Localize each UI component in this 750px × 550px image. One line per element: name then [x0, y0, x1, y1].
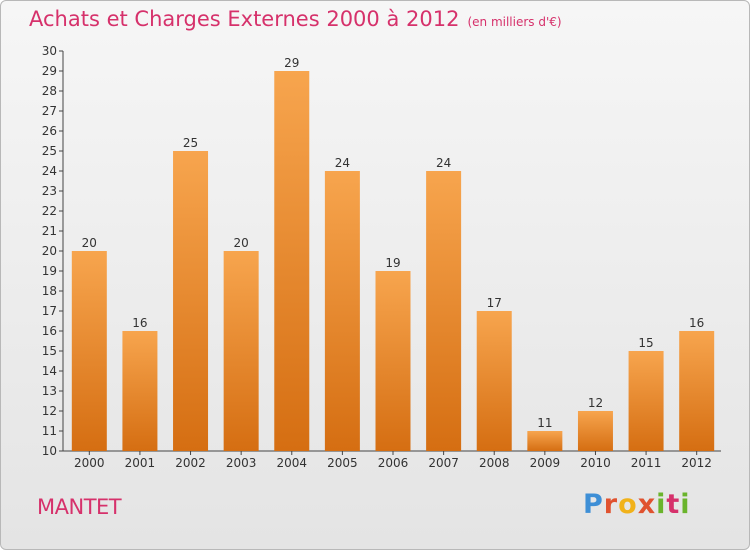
x-tick-label: 2012 [681, 456, 712, 470]
bar [628, 351, 664, 451]
bar-value-label: 12 [588, 396, 603, 410]
bar-value-label: 20 [234, 236, 249, 250]
x-tick-label: 2003 [226, 456, 257, 470]
y-tick-label: 14 [42, 364, 57, 378]
x-tick-label: 2007 [428, 456, 459, 470]
bar [223, 251, 259, 451]
x-tick-label: 2009 [530, 456, 561, 470]
bar-value-label: 19 [385, 256, 400, 270]
bar [476, 311, 512, 451]
y-tick-label: 20 [42, 244, 57, 258]
bar [324, 171, 360, 451]
bar-value-label: 16 [689, 316, 704, 330]
commune-name: MANTET [37, 495, 122, 519]
y-tick-label: 18 [42, 284, 57, 298]
x-tick-label: 2002 [175, 456, 206, 470]
x-tick-label: 2001 [125, 456, 156, 470]
bar [426, 171, 462, 451]
bar-value-label: 24 [335, 156, 350, 170]
y-tick-label: 12 [42, 404, 57, 418]
y-tick-label: 13 [42, 384, 57, 398]
bar [577, 411, 613, 451]
y-tick-label: 28 [42, 84, 57, 98]
title-text: Achats et Charges Externes 2000 à 2012 [29, 7, 460, 31]
bar-value-label: 11 [537, 416, 552, 430]
y-tick-label: 16 [42, 324, 57, 338]
y-tick-label: 26 [42, 124, 57, 138]
bar-value-label: 17 [487, 296, 502, 310]
y-tick-label: 15 [42, 344, 57, 358]
x-tick-label: 2000 [74, 456, 105, 470]
y-tick-label: 23 [42, 184, 57, 198]
x-tick-label: 2011 [631, 456, 662, 470]
y-tick-label: 29 [42, 64, 57, 78]
y-tick-label: 11 [42, 424, 57, 438]
x-tick-label: 2005 [327, 456, 358, 470]
bar [375, 271, 411, 451]
y-tick-label: 19 [42, 264, 57, 278]
bar-value-label: 29 [284, 56, 299, 70]
x-tick-label: 2008 [479, 456, 510, 470]
bar-value-label: 24 [436, 156, 451, 170]
y-tick-label: 27 [42, 104, 57, 118]
y-tick-label: 10 [42, 444, 57, 458]
chart-subtitle: (en milliers d'€) [467, 15, 562, 29]
chart-title: Achats et Charges Externes 2000 à 2012 (e… [29, 7, 562, 31]
y-tick-label: 21 [42, 224, 57, 238]
bar-value-label: 16 [132, 316, 147, 330]
bar [71, 251, 107, 451]
bar [173, 151, 209, 451]
y-tick-label: 22 [42, 204, 57, 218]
bar [679, 331, 715, 451]
bar [122, 331, 158, 451]
y-tick-label: 30 [42, 44, 57, 58]
bar-value-label: 25 [183, 136, 198, 150]
y-tick-label: 24 [42, 164, 57, 178]
y-tick-label: 17 [42, 304, 57, 318]
bar-value-label: 20 [82, 236, 97, 250]
bar [274, 71, 310, 451]
y-tick-label: 25 [42, 144, 57, 158]
bar [527, 431, 563, 451]
x-tick-label: 2010 [580, 456, 611, 470]
proxiti-logo: Proxiti [583, 489, 691, 520]
x-tick-label: 2004 [276, 456, 307, 470]
x-tick-label: 2006 [378, 456, 409, 470]
bar-value-label: 15 [638, 336, 653, 350]
